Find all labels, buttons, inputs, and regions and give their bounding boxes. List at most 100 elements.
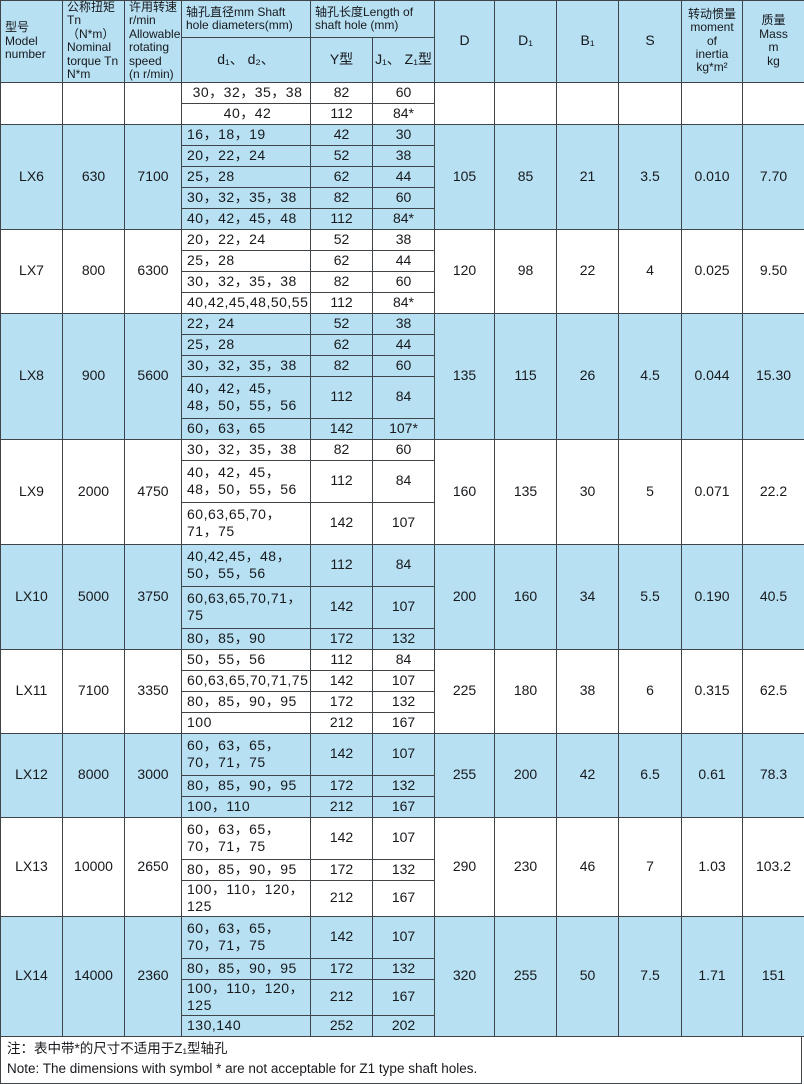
shaft-diameters-cell: 60,63,65,70，71，75	[182, 502, 311, 544]
b1-cell: 50	[557, 916, 619, 1036]
jz-type-length-cell: 38	[373, 229, 435, 250]
y-type-length-cell: 112	[311, 376, 373, 418]
speed-cell: 2650	[125, 817, 182, 916]
speed-cell: 7100	[125, 124, 182, 229]
jz-type-length-cell: 84	[373, 460, 435, 502]
header-b1: B₁	[557, 1, 619, 83]
inertia-cell	[682, 82, 743, 124]
footnote: 注：表中带*的尺寸不适用于Z₁型轴孔 Note: The dimensions …	[0, 1037, 802, 1084]
mass-cell: 15.30	[743, 313, 804, 439]
shaft-diameters-cell: 80，85，90，95	[182, 775, 311, 796]
torque-cell: 7100	[63, 649, 125, 733]
jz-type-length-cell: 44	[373, 334, 435, 355]
d1-cell: 115	[495, 313, 557, 439]
shaft-diameters-cell: 40，42，45，48	[182, 208, 311, 229]
jz-type-length-cell: 167	[373, 880, 435, 916]
shaft-diameters-cell: 30，32，35，38	[182, 82, 311, 103]
jz-type-length-cell: 60	[373, 187, 435, 208]
shaft-diameters-cell: 100，110，120，125	[182, 979, 311, 1015]
jz-type-length-cell: 84	[373, 649, 435, 670]
y-type-length-cell: 112	[311, 544, 373, 586]
model-cell: LX7	[1, 229, 63, 313]
y-type-length-cell: 52	[311, 145, 373, 166]
torque-cell: 630	[63, 124, 125, 229]
d1-cell: 180	[495, 649, 557, 733]
speed-cell: 2360	[125, 916, 182, 1036]
header-j1-z1-type: J₁、 Z₁型	[373, 38, 435, 83]
jz-type-length-cell: 107	[373, 670, 435, 691]
shaft-diameters-cell: 30，32，35，38	[182, 187, 311, 208]
shaft-diameters-cell: 16，18，19	[182, 124, 311, 145]
jz-type-length-cell: 44	[373, 166, 435, 187]
jz-type-length-cell: 107	[373, 586, 435, 628]
shaft-diameters-cell: 20，22，24	[182, 145, 311, 166]
s-cell: 4.5	[619, 313, 682, 439]
torque-cell	[63, 82, 125, 124]
outer-diameter-cell: 135	[435, 313, 495, 439]
model-cell: LX6	[1, 124, 63, 229]
jz-type-length-cell: 107	[373, 817, 435, 859]
jz-type-length-cell: 38	[373, 145, 435, 166]
s-cell: 7	[619, 817, 682, 916]
b1-cell: 34	[557, 544, 619, 649]
torque-cell: 2000	[63, 439, 125, 544]
header-model-number: 型号 Model number	[1, 1, 63, 83]
mass-cell: 103.2	[743, 817, 804, 916]
jz-type-length-cell: 84*	[373, 208, 435, 229]
b1-cell: 30	[557, 439, 619, 544]
y-type-length-cell: 172	[311, 958, 373, 979]
y-type-length-cell: 82	[311, 187, 373, 208]
y-type-length-cell: 82	[311, 439, 373, 460]
b1-cell: 46	[557, 817, 619, 916]
y-type-length-cell: 112	[311, 292, 373, 313]
mass-cell: 78.3	[743, 733, 804, 817]
inertia-cell: 0.190	[682, 544, 743, 649]
jz-type-length-cell: 107	[373, 916, 435, 958]
d1-cell: 135	[495, 439, 557, 544]
s-cell: 4	[619, 229, 682, 313]
shaft-diameters-cell: 80，85，90	[182, 628, 311, 649]
y-type-length-cell: 212	[311, 712, 373, 733]
jz-type-length-cell: 38	[373, 313, 435, 334]
shaft-diameters-cell: 40,42,45,48,50,55	[182, 292, 311, 313]
shaft-diameters-cell: 40，42，45，48，50，55，56	[182, 376, 311, 418]
jz-type-length-cell: 167	[373, 712, 435, 733]
torque-cell: 800	[63, 229, 125, 313]
inertia-cell: 1.03	[682, 817, 743, 916]
jz-type-length-cell: 84	[373, 544, 435, 586]
b1-cell: 22	[557, 229, 619, 313]
shaft-diameters-cell: 40，42	[182, 103, 311, 124]
y-type-length-cell: 52	[311, 313, 373, 334]
jz-type-length-cell: 132	[373, 775, 435, 796]
y-type-length-cell: 82	[311, 271, 373, 292]
shaft-diameters-cell: 20，22，24	[182, 229, 311, 250]
mass-cell: 62.5	[743, 649, 804, 733]
y-type-length-cell: 142	[311, 670, 373, 691]
footnote-english: Note: The dimensions with symbol * are n…	[7, 1059, 795, 1079]
inertia-cell: 1.71	[682, 916, 743, 1036]
y-type-length-cell: 142	[311, 733, 373, 775]
shaft-diameters-cell: 30，32，35，38	[182, 355, 311, 376]
shaft-diameters-cell: 80，85，90，95	[182, 691, 311, 712]
header-y-type: Y型	[311, 38, 373, 83]
d1-cell: 160	[495, 544, 557, 649]
outer-diameter-cell: 160	[435, 439, 495, 544]
shaft-diameters-cell: 25，28	[182, 250, 311, 271]
model-cell	[1, 82, 63, 124]
y-type-length-cell: 42	[311, 124, 373, 145]
y-type-length-cell: 112	[311, 649, 373, 670]
y-type-length-cell: 172	[311, 691, 373, 712]
inertia-cell: 0.071	[682, 439, 743, 544]
y-type-length-cell: 172	[311, 775, 373, 796]
s-cell: 3.5	[619, 124, 682, 229]
jz-type-length-cell: 60	[373, 271, 435, 292]
d1-cell: 230	[495, 817, 557, 916]
y-type-length-cell: 82	[311, 355, 373, 376]
speed-cell: 6300	[125, 229, 182, 313]
y-type-length-cell: 212	[311, 979, 373, 1015]
d1-cell: 98	[495, 229, 557, 313]
